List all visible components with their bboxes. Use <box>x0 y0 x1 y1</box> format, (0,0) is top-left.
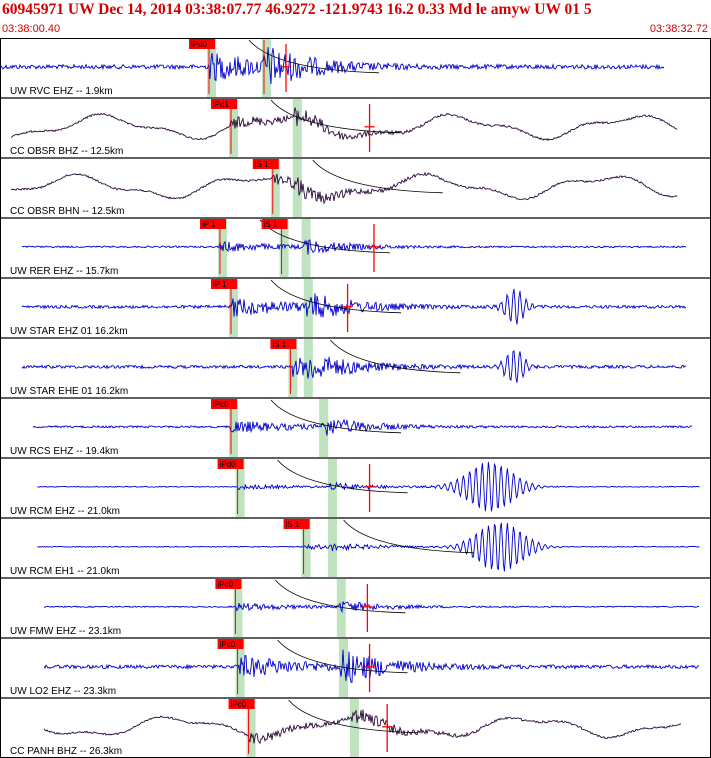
trace-panel: iPc0 UW FMW EHZ -- 23.1km <box>0 577 711 637</box>
trace-panel: iPd0 UW RVC EHZ -- 1.9km <box>0 39 665 97</box>
trace-label: UW RCM EH1 -- 21.0km <box>10 566 119 577</box>
event-title: 60945971 UW Dec 14, 2014 03:38:07.77 46.… <box>2 1 592 18</box>
pick-flag <box>199 219 226 229</box>
coda-curve <box>343 519 474 554</box>
pick-label: iP 1 <box>213 280 227 289</box>
coda-curve <box>275 579 406 614</box>
s-window <box>303 339 313 397</box>
pick-label: iS 1 <box>264 220 278 229</box>
s-window <box>292 159 302 217</box>
pick-flag <box>210 99 237 109</box>
pick-flag <box>210 279 237 289</box>
coda-curve <box>277 459 408 494</box>
pick-window <box>228 99 238 157</box>
pick-window <box>288 339 298 397</box>
trace-label: CC OBSR BHZ -- 12.5km <box>10 146 123 157</box>
trace-label: UW RER EHZ -- 15.7km <box>10 266 118 277</box>
trace-panel: iP 1 iS 1 UW RER EHZ -- 15.7km <box>0 217 711 277</box>
end-time: 03:38:32.72 <box>649 23 708 35</box>
start-time: 03:38:00.40 <box>2 23 61 35</box>
pick-window <box>246 699 256 757</box>
coda-curve <box>270 99 401 134</box>
s-window <box>261 39 271 97</box>
pick-label: iPd0 <box>191 40 208 49</box>
pick-flag <box>217 639 244 649</box>
trace-label: CC PANH BHZ -- 26.3km <box>10 746 122 757</box>
trace-panel: iPc0 CC PANH BHZ -- 26.3km <box>0 697 711 757</box>
s-window <box>349 699 359 757</box>
pick-label: iPc0 <box>213 400 229 409</box>
trace-label: CC OBSR BHN -- 12.5km <box>10 206 124 217</box>
pick-label: iPc0 <box>220 640 236 649</box>
s-window <box>338 639 348 697</box>
pick-window <box>270 159 280 217</box>
trace-label: UW FMW EHZ -- 23.1km <box>10 626 121 637</box>
trace-panel: iS 1 UW RCM EH1 -- 21.0km <box>0 517 711 577</box>
coda-curve <box>288 699 419 734</box>
pick-flag <box>228 699 255 709</box>
s-window <box>319 399 329 457</box>
trace-label: UW STAR EHZ 01 16.2km <box>10 326 128 337</box>
header: 60945971 UW Dec 14, 2014 03:38:07.77 46.… <box>0 0 711 38</box>
coda-curve <box>330 339 461 374</box>
seismogram-plot: iPd0 UW RVC EHZ -- 1.9km iPd1 CC OBSR BHZ -… <box>0 38 711 758</box>
waveform <box>32 418 693 436</box>
pick-window <box>206 39 216 97</box>
pick-flag <box>215 579 242 589</box>
pick-flag <box>270 339 297 349</box>
pick-label: iPd1 <box>213 100 230 109</box>
trace-panel: iS 1 UW STAR EHE 01 16.2km <box>0 337 711 397</box>
pick-window <box>279 219 289 277</box>
waveform <box>21 288 687 325</box>
pick-flag <box>283 519 310 529</box>
coda-curve <box>270 399 401 434</box>
pick-label: iP 1 <box>202 220 216 229</box>
coda-curve <box>270 279 401 314</box>
pick-flag <box>210 399 237 409</box>
pick-flag <box>252 159 279 169</box>
trace-label: UW STAR EHE 01 16.2km <box>10 386 128 397</box>
s-window <box>327 519 337 577</box>
trace-panel: iPc0 UW LO2 EHZ -- 23.3km <box>0 637 711 697</box>
waveform <box>21 239 687 255</box>
waveform <box>10 107 678 142</box>
waveform <box>0 47 665 85</box>
pick-window <box>301 519 311 577</box>
pick-label: iS 1 <box>272 340 286 349</box>
s-window <box>292 99 302 157</box>
pick-label: iPc0 <box>217 580 233 589</box>
waveform <box>37 522 700 572</box>
trace-panel: iPd1 CC OBSR BHZ -- 12.5km <box>0 97 711 157</box>
pick-flag <box>188 39 215 49</box>
trace-label: UW RVC EHZ -- 1.9km <box>10 86 113 97</box>
s-window <box>301 219 311 277</box>
waveform <box>21 350 686 383</box>
waveform <box>10 171 678 205</box>
trace-panel: iS 1 CC OBSR BHN -- 12.5km <box>0 157 711 217</box>
trace-label: UW LO2 EHZ -- 23.3km <box>10 686 116 697</box>
pick-flag <box>261 219 288 229</box>
waveform <box>43 709 681 745</box>
trace-panel: iP 1 UW STAR EHZ 01 16.2km <box>0 277 711 337</box>
coda-curve <box>248 39 379 74</box>
s-window <box>327 459 337 517</box>
trace-panel: iPc0 UW RCS EHZ -- 19.4km <box>0 397 711 457</box>
pick-flag <box>217 459 244 469</box>
pick-label: iPc0 <box>231 700 247 709</box>
pick-window <box>228 399 238 457</box>
trace-label: UW RCM EHZ -- 21.0km <box>10 506 120 517</box>
pick-label: iPd0 <box>220 460 237 469</box>
s-window <box>336 579 346 637</box>
pick-label: iS 1 <box>255 160 269 169</box>
coda-curve <box>312 159 443 194</box>
pick-label: iS 1 <box>286 520 300 529</box>
trace-panel: iPd0 UW RCM EHZ -- 21.0km <box>0 457 711 517</box>
waveform <box>43 649 699 683</box>
trace-label: UW RCS EHZ -- 19.4km <box>10 446 118 457</box>
coda-curve <box>277 639 408 674</box>
waveform <box>37 461 700 512</box>
